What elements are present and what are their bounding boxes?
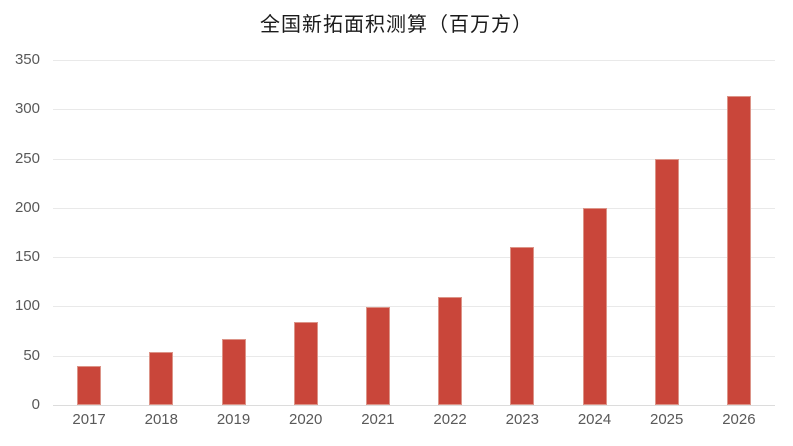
gridline bbox=[53, 355, 775, 357]
x-tick-label-2024: 2024 bbox=[577, 411, 612, 428]
bar-2019 bbox=[221, 339, 246, 405]
bar-2025 bbox=[654, 159, 679, 405]
bar-2021 bbox=[365, 307, 390, 405]
y-tick-label-250: 250 bbox=[14, 149, 40, 167]
gridline bbox=[53, 158, 775, 160]
plot-area bbox=[53, 60, 775, 406]
bar-2022 bbox=[438, 297, 463, 405]
x-tick-label-2018: 2018 bbox=[144, 411, 178, 428]
bar-2017 bbox=[77, 366, 102, 405]
bar-2023 bbox=[510, 247, 535, 405]
bar-2018 bbox=[149, 352, 174, 405]
x-tick-label-2023: 2023 bbox=[505, 411, 539, 428]
x-axis-baseline bbox=[53, 405, 775, 406]
y-tick-label-0: 0 bbox=[31, 396, 40, 413]
y-tick-label-200: 200 bbox=[14, 198, 40, 216]
gridline bbox=[53, 207, 775, 209]
y-tick-label-350: 350 bbox=[14, 51, 40, 68]
bar-2026 bbox=[726, 96, 751, 405]
y-tick-label-300: 300 bbox=[14, 100, 40, 118]
gridline bbox=[53, 257, 775, 259]
x-tick-label-2019: 2019 bbox=[216, 411, 251, 428]
x-tick-label-2025: 2025 bbox=[650, 411, 684, 428]
gridline bbox=[53, 306, 775, 308]
chart-title: 全国新拓面积测算（百万方） bbox=[260, 14, 533, 36]
x-tick-label-2026: 2026 bbox=[722, 411, 756, 428]
x-tick-label-2017: 2017 bbox=[72, 411, 106, 428]
bar-2020 bbox=[293, 322, 318, 405]
y-tick-label-50: 50 bbox=[23, 346, 40, 364]
bar-2024 bbox=[582, 208, 607, 405]
x-tick-label-2021: 2021 bbox=[361, 411, 395, 428]
x-tick-label-2020: 2020 bbox=[289, 411, 323, 428]
y-tick-label-100: 100 bbox=[14, 297, 40, 315]
gridline bbox=[53, 60, 775, 61]
gridline bbox=[53, 109, 775, 111]
y-tick-label-150: 150 bbox=[14, 248, 40, 266]
x-tick-label-2022: 2022 bbox=[433, 411, 467, 428]
